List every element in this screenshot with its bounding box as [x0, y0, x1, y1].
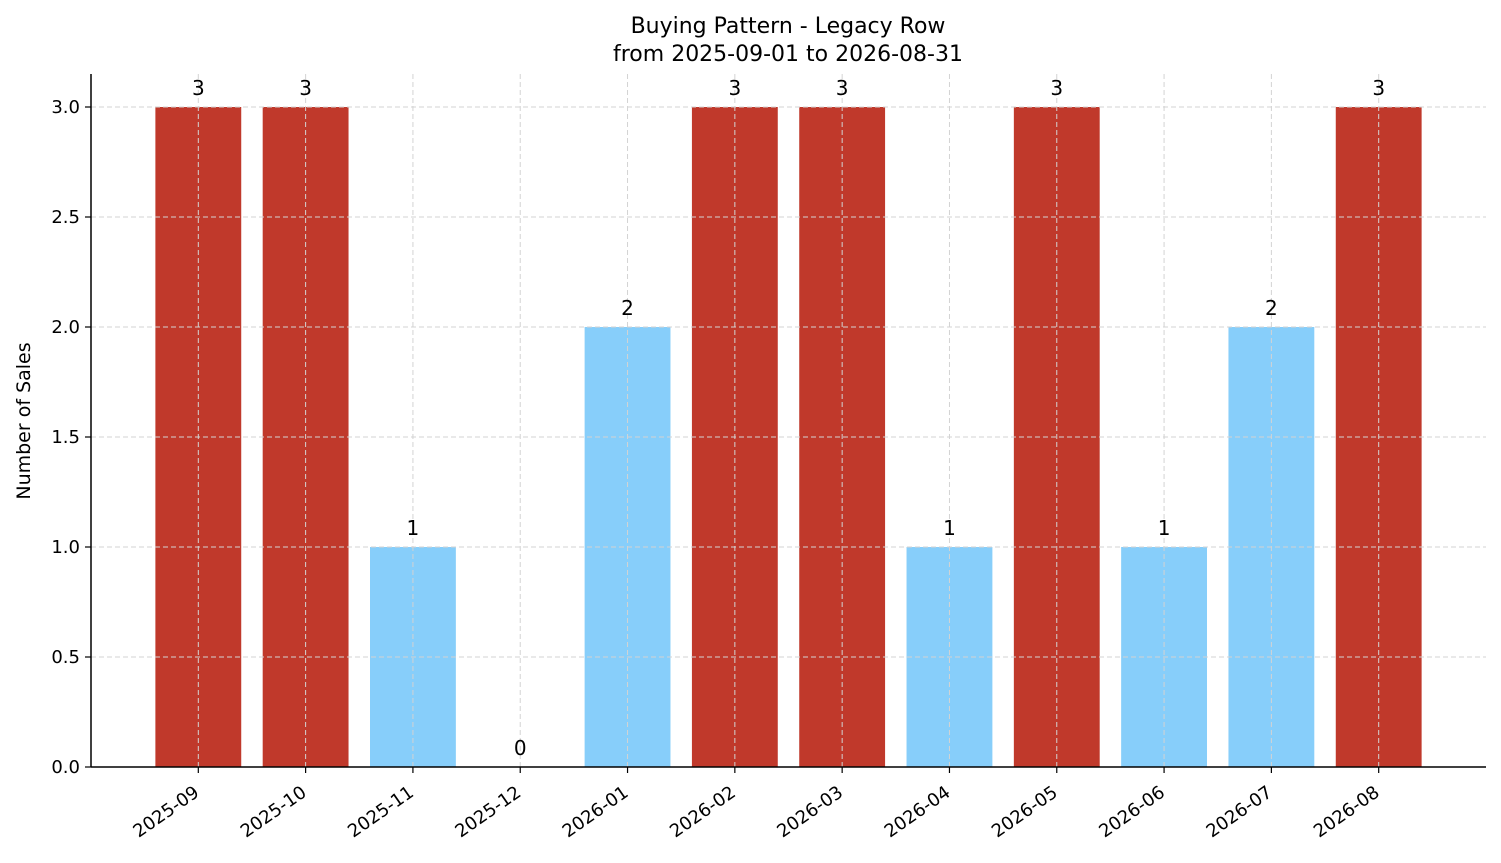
x-tick-label-2026-05: 2026-05	[988, 782, 1062, 842]
x-tick-label-2026-03: 2026-03	[773, 782, 847, 842]
x-tick-label-2026-01: 2026-01	[559, 782, 633, 842]
x-tick-label-2026-02: 2026-02	[666, 782, 740, 842]
x-tick-label-2026-08: 2026-08	[1310, 782, 1384, 842]
data-label-2026-02: 3	[728, 76, 741, 100]
y-tick-label-1: 0.5	[51, 647, 80, 668]
chart-title: Buying Pattern - Legacy Row	[631, 14, 946, 39]
data-label-2026-07: 2	[1265, 296, 1278, 320]
data-label-2025-12: 0	[514, 736, 527, 760]
x-tick-label-2025-11: 2025-11	[344, 782, 418, 842]
y-tick-label-3: 1.5	[51, 427, 80, 448]
data-label-2025-11: 1	[407, 516, 420, 540]
y-axis-label: Number of Sales	[13, 342, 35, 499]
data-label-2025-10: 3	[299, 76, 312, 100]
x-tick-label-2026-07: 2026-07	[1203, 782, 1277, 842]
y-tick-label-0: 0.0	[51, 757, 80, 778]
data-label-2026-08: 3	[1372, 76, 1385, 100]
data-label-2026-03: 3	[836, 76, 849, 100]
x-tick-label-2025-10: 2025-10	[237, 782, 311, 842]
x-tick-label-2026-06: 2026-06	[1095, 782, 1169, 842]
y-tick-label-6: 3.0	[51, 97, 80, 118]
x-tick-label-2026-04: 2026-04	[881, 782, 955, 842]
x-tick-label-2025-12: 2025-12	[451, 782, 525, 842]
y-tick-label-2: 1.0	[51, 537, 80, 558]
axes	[85, 74, 1486, 773]
y-tick-label-5: 2.5	[51, 207, 80, 228]
data-label-2026-06: 1	[1158, 516, 1171, 540]
y-tick-label-4: 2.0	[51, 317, 80, 338]
chart-subtitle: from 2025-09-01 to 2026-08-31	[613, 42, 963, 67]
data-label-2026-01: 2	[621, 296, 634, 320]
x-tick-label-2025-09: 2025-09	[130, 782, 204, 842]
data-label-2026-05: 3	[1050, 76, 1063, 100]
data-label-2026-04: 1	[943, 516, 956, 540]
data-label-2025-09: 3	[192, 76, 205, 100]
